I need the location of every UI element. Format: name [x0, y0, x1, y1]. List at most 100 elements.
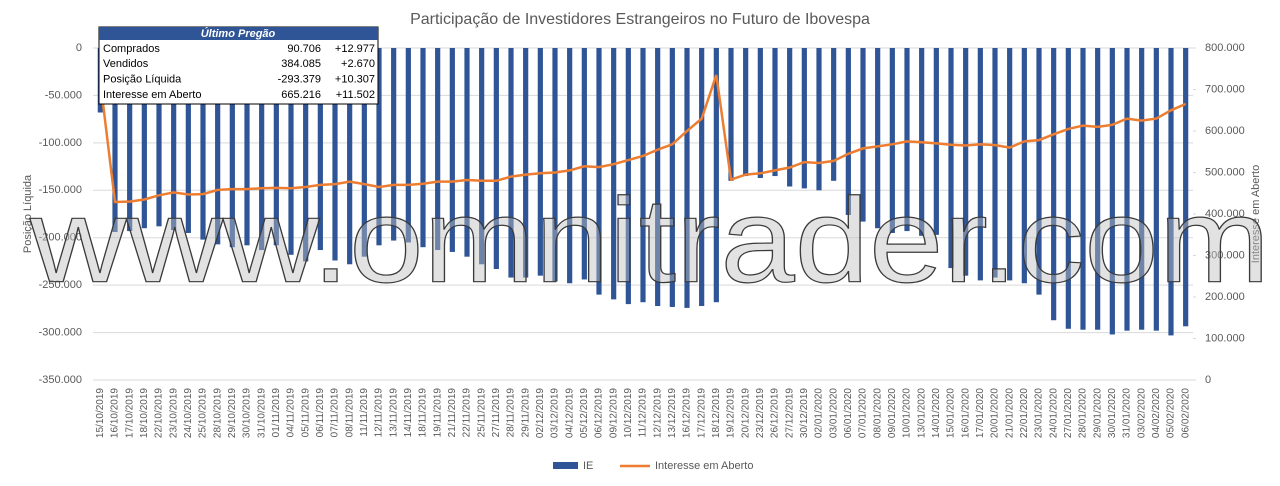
bar — [185, 48, 191, 233]
x-tick-label: 26/12/2019 — [770, 388, 781, 438]
x-tick-label: 25/10/2019 — [198, 388, 209, 438]
bar — [405, 48, 411, 243]
y2-tick-label: 700.000 — [1205, 83, 1245, 95]
x-tick-label: 23/01/2020 — [1034, 388, 1045, 438]
y2-tick-label: 600.000 — [1205, 125, 1245, 137]
x-tick-label: 14/11/2019 — [403, 388, 414, 438]
bar — [141, 48, 147, 229]
x-tick-label: 22/11/2019 — [462, 388, 473, 438]
x-tick-label: 20/12/2019 — [740, 388, 751, 438]
table-header: Último Pregão — [201, 27, 276, 40]
bar — [992, 48, 998, 278]
y-tick-label: -50.000 — [45, 89, 82, 101]
bar — [801, 48, 807, 189]
x-tick-label: 18/11/2019 — [418, 388, 429, 438]
x-tick-label: 24/10/2019 — [183, 388, 194, 438]
x-tick-label: 27/12/2019 — [784, 388, 795, 438]
x-tick-label: 11/11/2019 — [359, 388, 370, 437]
y2-tick-label: 100.000 — [1205, 332, 1245, 344]
x-tick-label: 22/10/2019 — [154, 388, 165, 438]
bar — [1124, 48, 1130, 331]
x-tick-label: 12/11/2019 — [374, 388, 385, 438]
x-tick-label: 06/01/2020 — [843, 388, 854, 438]
bar — [684, 48, 690, 308]
bar — [757, 48, 763, 178]
x-tick-label: 23/12/2019 — [755, 388, 766, 438]
bar — [112, 48, 118, 233]
bar — [772, 48, 778, 177]
x-tick-label: 15/01/2020 — [946, 388, 957, 438]
y-tick-label: -250.000 — [39, 279, 82, 291]
x-tick-label: 30/01/2020 — [1107, 388, 1118, 438]
bar — [728, 48, 734, 181]
bar — [1183, 48, 1189, 327]
y2-tick-label: 300.000 — [1205, 249, 1245, 261]
y-tick-label: -200.000 — [39, 232, 82, 244]
table-cell: Vendidos — [103, 58, 149, 70]
x-tick-label: 27/01/2020 — [1063, 388, 1074, 438]
table-cell: Comprados — [103, 43, 160, 55]
chart-title: Participação de Investidores Estrangeiro… — [410, 11, 870, 28]
bar — [1021, 48, 1027, 284]
table-cell: 384.085 — [281, 58, 321, 70]
bar — [1065, 48, 1071, 329]
x-tick-label: 17/12/2019 — [696, 388, 707, 438]
x-tick-label: 05/12/2019 — [579, 388, 590, 438]
table-cell: Interesse em Aberto — [103, 89, 201, 101]
bar — [904, 48, 910, 232]
y2-tick-label: 0 — [1205, 374, 1211, 386]
bar — [479, 48, 485, 265]
x-tick-label: 05/11/2019 — [300, 388, 311, 438]
y2-tick-label: 400.000 — [1205, 208, 1245, 220]
x-tick-label: 31/01/2020 — [1122, 388, 1133, 438]
bar — [200, 48, 206, 240]
x-tick-label: 06/12/2019 — [594, 388, 605, 438]
x-tick-label: 18/10/2019 — [139, 388, 150, 438]
bar — [640, 48, 646, 303]
bar — [347, 48, 353, 265]
x-tick-label: 29/01/2020 — [1092, 388, 1103, 438]
bar — [244, 48, 250, 246]
bar — [713, 48, 719, 303]
bar — [288, 48, 294, 255]
x-tick-label: 13/11/2019 — [388, 388, 399, 438]
table-cell: -293.379 — [278, 74, 321, 86]
bar — [567, 48, 573, 284]
x-tick-label: 21/01/2020 — [1004, 388, 1015, 438]
bar — [1007, 48, 1013, 281]
bar — [1109, 48, 1115, 335]
bar — [787, 48, 793, 187]
bar — [1051, 48, 1057, 321]
bar — [669, 48, 675, 307]
bar — [889, 48, 895, 233]
y-tick-label: -350.000 — [39, 374, 82, 386]
x-tick-label: 22/01/2020 — [1019, 388, 1030, 438]
y2-tick-label: 500.000 — [1205, 166, 1245, 178]
y-tick-label: -300.000 — [39, 326, 82, 338]
x-tick-label: 03/01/2020 — [828, 388, 839, 438]
x-tick-label: 10/12/2019 — [623, 388, 634, 438]
legend-label: IE — [583, 460, 593, 472]
bar — [537, 48, 543, 276]
x-tick-label: 28/01/2020 — [1078, 388, 1089, 438]
bar — [581, 48, 587, 280]
bar — [127, 48, 133, 232]
x-tick-label: 24/01/2020 — [1048, 388, 1059, 438]
x-tick-label: 27/11/2019 — [491, 388, 502, 438]
table-cell: +11.502 — [336, 89, 375, 101]
x-tick-label: 04/12/2019 — [564, 388, 575, 438]
bar — [1168, 48, 1174, 336]
x-tick-label: 21/11/2019 — [447, 388, 458, 438]
bar — [596, 48, 602, 295]
bar — [552, 48, 558, 282]
x-tick-label: 16/10/2019 — [110, 388, 121, 438]
bar — [449, 48, 455, 252]
x-tick-label: 17/01/2020 — [975, 388, 986, 438]
y2-tick-label: 800.000 — [1205, 42, 1245, 54]
bar — [156, 48, 162, 227]
bar — [831, 48, 837, 181]
bar — [229, 48, 235, 248]
x-tick-label: 08/11/2019 — [344, 388, 355, 438]
x-tick-label: 12/12/2019 — [652, 388, 663, 438]
